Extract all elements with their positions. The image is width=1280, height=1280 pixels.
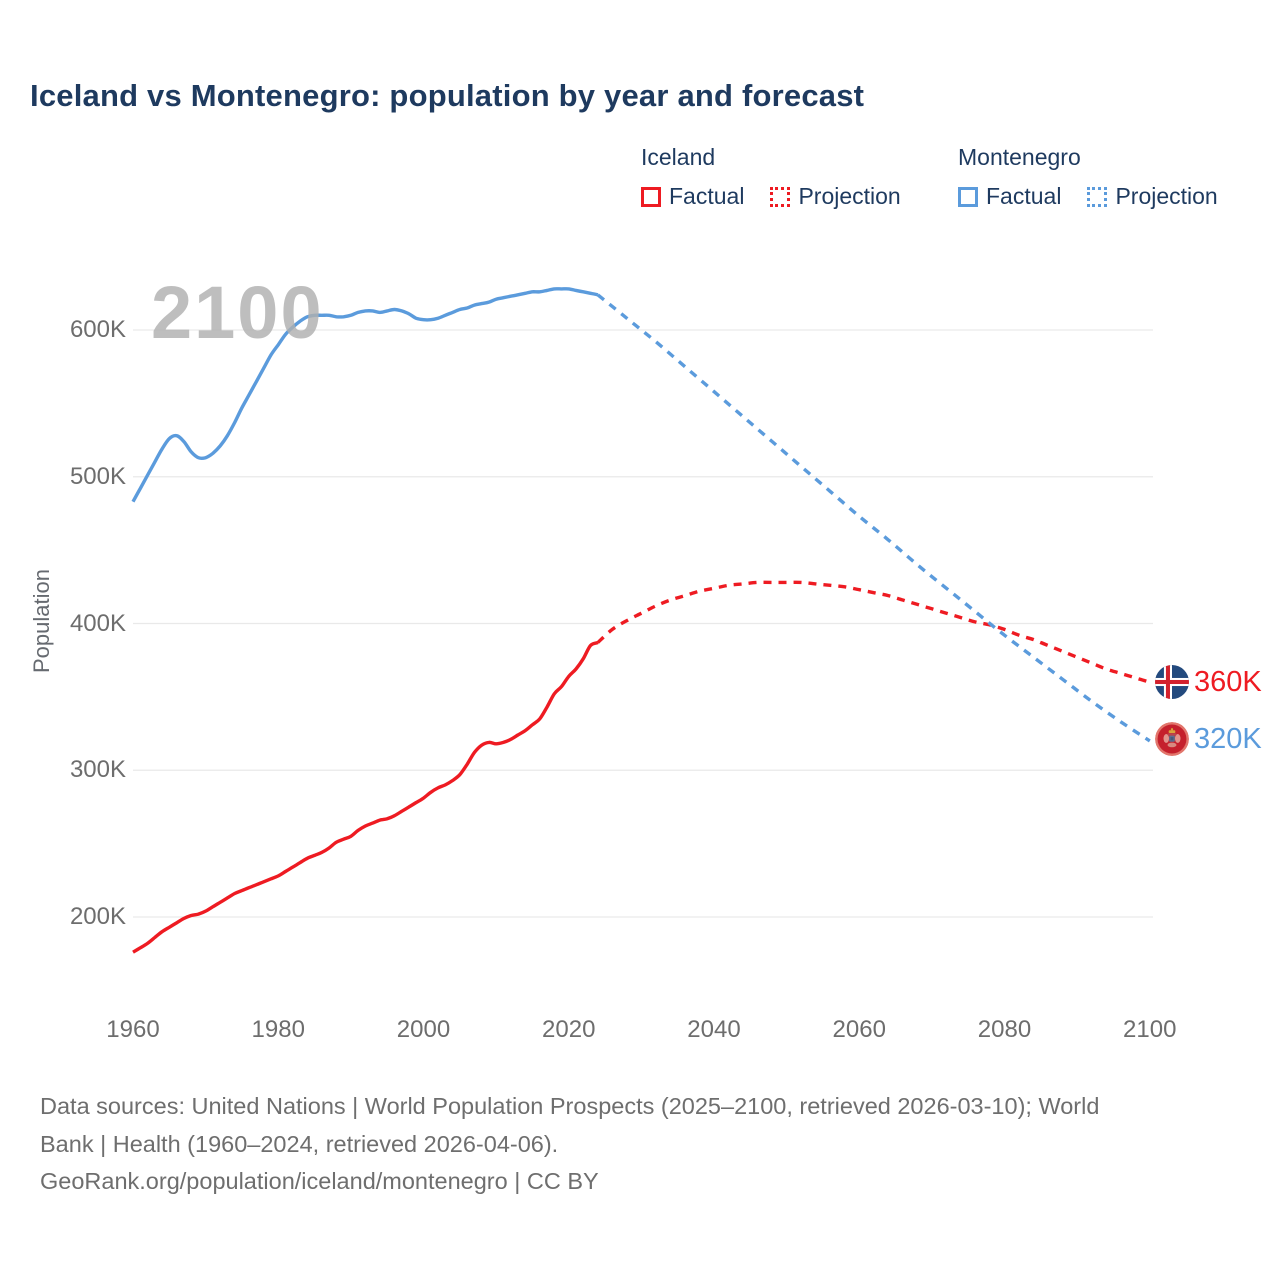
footer: Data sources: United Nations | World Pop… — [40, 1088, 1240, 1201]
iceland-factual-swatch-icon — [641, 186, 661, 207]
legend-item-iceland-projection[interactable]: Projection — [770, 183, 901, 210]
end-label-iceland: 360K — [1155, 665, 1262, 699]
legend-item-iceland-factual[interactable]: Factual — [641, 183, 744, 210]
legend-item-montenegro-projection[interactable]: Projection — [1087, 183, 1218, 210]
x-axis-tick: 2060 — [832, 1016, 886, 1043]
montenegro-flag-icon — [1155, 722, 1189, 756]
data-sources-line: Data sources: United Nations | World Pop… — [40, 1093, 1100, 1119]
y-axis-tick: 200K — [69, 903, 126, 930]
series-iceland-factual[interactable] — [132, 640, 599, 954]
montenegro-projection-swatch-icon — [1087, 186, 1108, 207]
x-axis-tick: 2080 — [977, 1016, 1032, 1043]
y-axis-tick: 500K — [69, 462, 126, 490]
legend-label: Factual — [986, 183, 1062, 209]
legend-header-montenegro: Montenegro — [958, 144, 1081, 170]
series-montenegro-projection[interactable] — [596, 293, 1151, 743]
iceland-projection-swatch-icon — [770, 186, 791, 207]
x-axis-tick: 2100 — [1123, 1016, 1177, 1043]
attribution-link[interactable]: GeoRank.org/population/iceland/montenegr… — [40, 1168, 599, 1194]
x-axis-tick: 2000 — [396, 1016, 451, 1043]
montenegro-factual-swatch-icon — [958, 186, 978, 207]
y-axis-tick: 300K — [69, 756, 126, 784]
montenegro-end-value: 320K — [1194, 722, 1262, 755]
year-watermark: 2100 — [151, 271, 324, 354]
x-axis-tick: 2040 — [687, 1016, 741, 1043]
y-axis-tick: 400K — [69, 609, 126, 637]
chart-title: Iceland vs Montenegro: population by yea… — [30, 78, 865, 113]
end-label-montenegro: 320K — [1155, 722, 1262, 756]
legend-label: Projection — [798, 183, 901, 209]
iceland-end-value: 360K — [1194, 665, 1262, 698]
data-sources-line: Bank | Health (1960–2024, retrieved 2026… — [40, 1130, 559, 1157]
legend-label: Projection — [1115, 183, 1218, 209]
legend-group-montenegro: Montenegro Factual Projection — [958, 144, 1218, 210]
legend-header-iceland: Iceland — [641, 144, 716, 170]
y-axis-tick: 600K — [69, 316, 126, 343]
population-line-chart — [131, 287, 1153, 954]
legend-group-iceland: Iceland Factual Projection — [641, 144, 901, 210]
x-axis-tick: 2020 — [542, 1016, 596, 1043]
series-iceland-projection[interactable] — [596, 580, 1151, 684]
x-axis-tick: 1980 — [251, 1016, 305, 1043]
x-axis-tick: 1960 — [106, 1016, 160, 1043]
legend-items-iceland: Factual Projection — [641, 183, 901, 210]
legend-items-montenegro: Factual Projection — [958, 183, 1218, 210]
iceland-flag-icon — [1155, 665, 1189, 699]
legend-item-montenegro-factual[interactable]: Factual — [958, 183, 1061, 210]
legend-label: Factual — [669, 183, 745, 209]
series-montenegro-factual[interactable] — [131, 287, 599, 503]
